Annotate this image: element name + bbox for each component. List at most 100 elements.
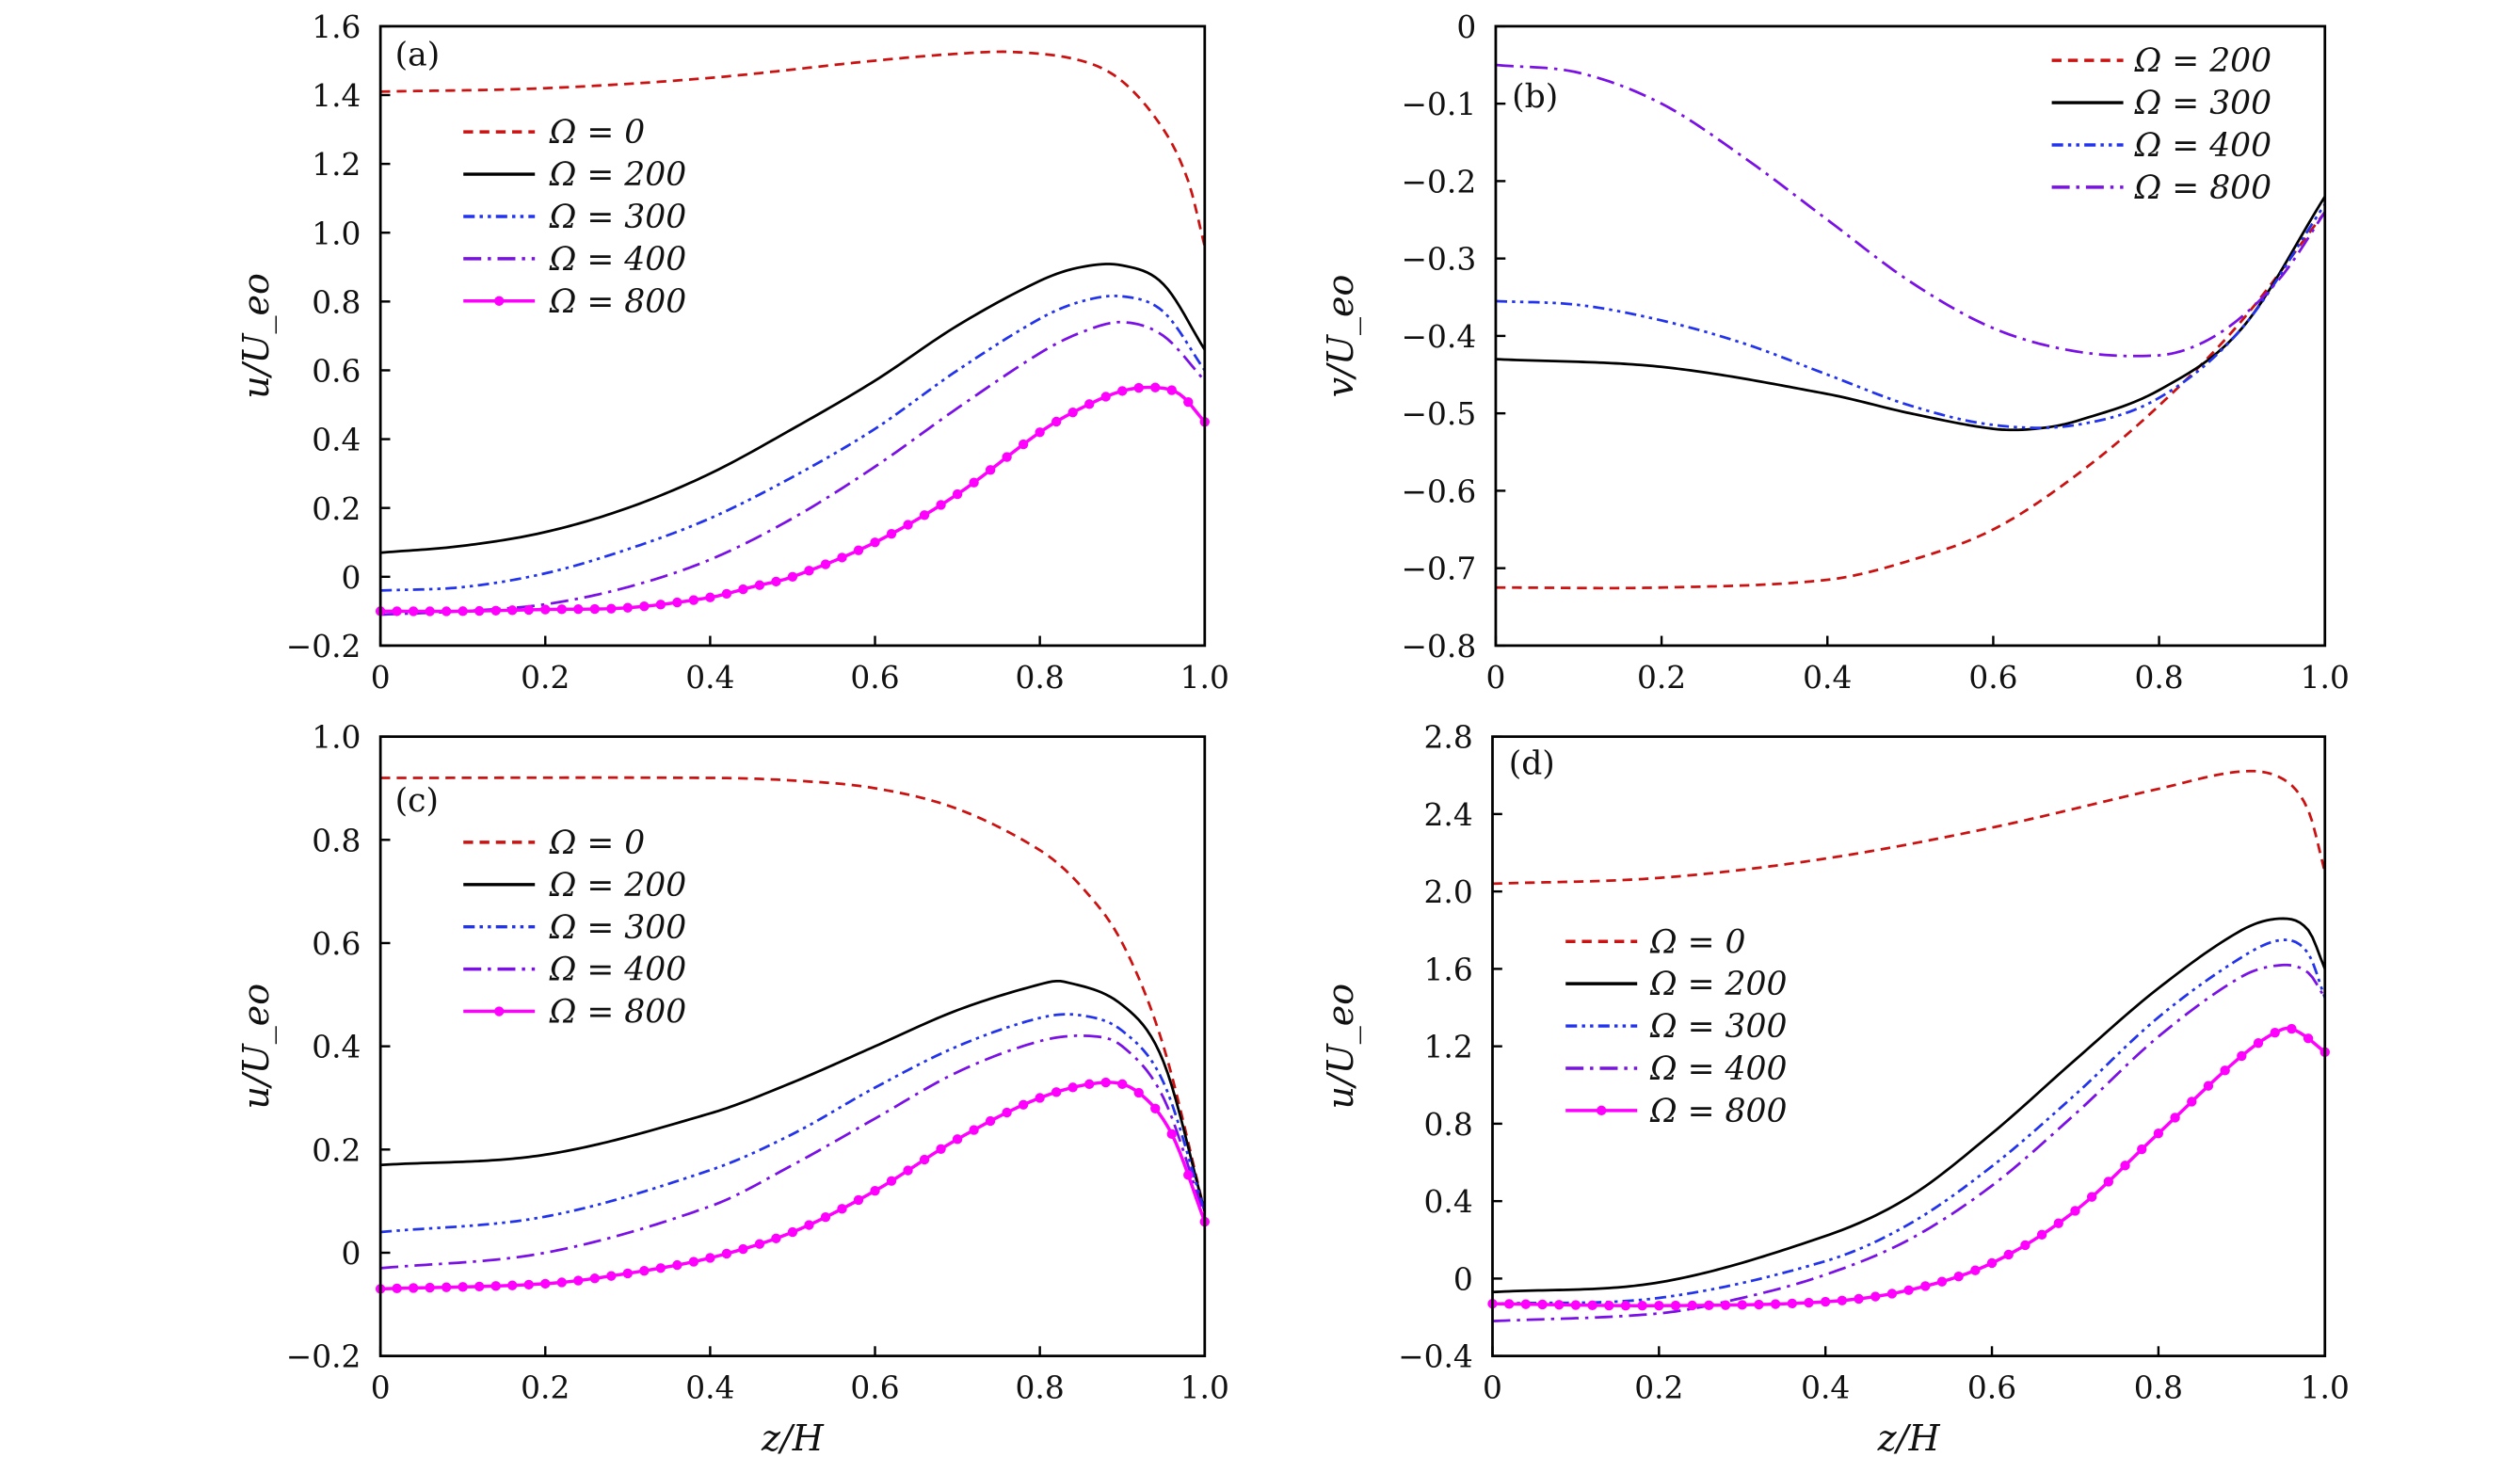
data-marker <box>1166 1129 1177 1140</box>
y-tick-label: 0.6 <box>312 926 361 962</box>
data-marker <box>1870 1291 1881 1302</box>
data-marker <box>425 1282 435 1293</box>
y-tick-label: −0.4 <box>1402 319 1477 355</box>
data-marker <box>837 552 847 563</box>
legend-label: Ω = 200 <box>549 156 686 194</box>
data-marker <box>787 571 798 582</box>
data-marker <box>1520 1299 1532 1309</box>
data-marker <box>622 1268 634 1279</box>
data-marker <box>523 1279 534 1290</box>
series-line <box>380 1013 1207 1234</box>
data-marker <box>2153 1129 2164 1139</box>
data-marker <box>1133 1087 1144 1098</box>
plot-frame <box>1491 735 2327 1358</box>
legend-label: Ω = 400 <box>549 952 686 989</box>
legend-label: Ω = 400 <box>1649 1050 1787 1088</box>
data-marker <box>589 1273 600 1284</box>
data-marker <box>1183 396 1194 408</box>
data-marker <box>1537 1299 1548 1310</box>
data-marker <box>457 606 468 616</box>
y-tick-label: 1.4 <box>312 78 361 114</box>
legend-marker <box>494 1006 505 1017</box>
data-marker <box>771 576 781 587</box>
data-marker <box>672 1259 682 1271</box>
data-marker <box>2036 1229 2047 1241</box>
data-marker <box>556 1277 567 1288</box>
series-line <box>380 1033 1207 1270</box>
data-marker <box>2170 1113 2180 1123</box>
data-marker <box>903 520 913 530</box>
panel-b: Ω = 200 Ω = 300 Ω = 400 Ω = 800 0 0.2 0.4 0.6 0.… <box>1320 9 2350 696</box>
data-marker <box>1117 386 1128 396</box>
x-tick-label: 0.4 <box>1803 660 1852 696</box>
x-axis-label: z/H <box>761 1417 825 1457</box>
x-tick-label: 1.0 <box>2301 1370 2350 1406</box>
data-marker <box>1150 1103 1161 1113</box>
legend-label: Ω = 800 <box>549 283 686 321</box>
data-marker <box>1986 1257 1998 1269</box>
data-marker <box>606 1271 617 1281</box>
x-tick-label: 0.4 <box>1801 1370 1850 1406</box>
data-marker <box>804 566 814 576</box>
data-marker <box>688 595 699 605</box>
data-marker <box>507 1280 518 1290</box>
data-marker <box>721 1248 732 1259</box>
series-line <box>380 294 1206 592</box>
panel-c: Ω = 0 Ω = 200 Ω = 300 Ω = 400 Ω = 800 0 0.2 0.4… <box>235 720 1229 1457</box>
data-marker <box>1754 1299 1764 1310</box>
y-tick-label: 0.4 <box>1424 1184 1473 1220</box>
data-marker <box>589 603 600 615</box>
series-line <box>1495 63 2326 358</box>
legend-label: Ω = 0 <box>549 825 645 862</box>
y-tick-label: 0 <box>342 560 361 596</box>
series-line <box>1492 917 2327 1294</box>
legend-label: Ω = 200 <box>2134 42 2271 80</box>
y-tick-label: −0.2 <box>1402 164 1477 200</box>
data-marker <box>540 604 551 615</box>
data-marker <box>1670 1300 1681 1311</box>
data-marker <box>804 1220 814 1230</box>
data-marker <box>1587 1300 1597 1310</box>
y-axis-label: u/U_eo <box>235 984 278 1110</box>
legend-label: Ω = 800 <box>1649 1093 1787 1130</box>
y-tick-label: −0.4 <box>1398 1339 1473 1375</box>
y-tick-label: 0 <box>342 1236 361 1272</box>
data-marker <box>853 1194 864 1206</box>
data-marker <box>2086 1192 2097 1202</box>
data-marker <box>2003 1249 2014 1260</box>
data-marker <box>1953 1272 1964 1282</box>
x-tick-label: 0.8 <box>1016 660 1065 696</box>
data-marker <box>655 1263 666 1273</box>
series-line <box>1495 196 2326 432</box>
data-marker <box>1936 1276 1948 1287</box>
legend-label: Ω = 800 <box>2134 169 2271 207</box>
data-marker <box>1620 1300 1631 1311</box>
x-axis-label: z/H <box>1877 1417 1941 1457</box>
data-marker <box>1687 1300 1697 1311</box>
legend-label: Ω = 300 <box>549 199 686 236</box>
data-marker <box>1067 1082 1078 1093</box>
x-tick-label: 0.4 <box>685 1370 734 1406</box>
data-marker <box>622 602 634 613</box>
y-tick-label: 1.6 <box>312 9 361 45</box>
data-marker <box>1854 1293 1864 1305</box>
x-tick-label: 1.0 <box>1180 1370 1229 1406</box>
data-marker <box>392 1283 402 1294</box>
data-marker <box>523 604 534 616</box>
data-marker <box>787 1226 798 1238</box>
x-tick-label: 0.6 <box>850 1370 899 1406</box>
data-marker <box>1002 1107 1012 1118</box>
legend-marker <box>494 296 505 306</box>
x-tick-label: 0.2 <box>1637 660 1686 696</box>
data-marker <box>754 580 765 590</box>
series-line <box>380 320 1206 616</box>
data-marker <box>1837 1295 1848 1305</box>
data-marker <box>441 606 452 616</box>
data-marker <box>1821 1296 1831 1307</box>
y-tick-label: 0.8 <box>312 823 361 858</box>
data-marker <box>556 604 567 615</box>
data-marker <box>655 600 666 610</box>
series-line <box>1495 211 2326 590</box>
y-axis-label: u/U_eo <box>235 273 278 399</box>
y-tick-label: −0.2 <box>286 629 361 664</box>
